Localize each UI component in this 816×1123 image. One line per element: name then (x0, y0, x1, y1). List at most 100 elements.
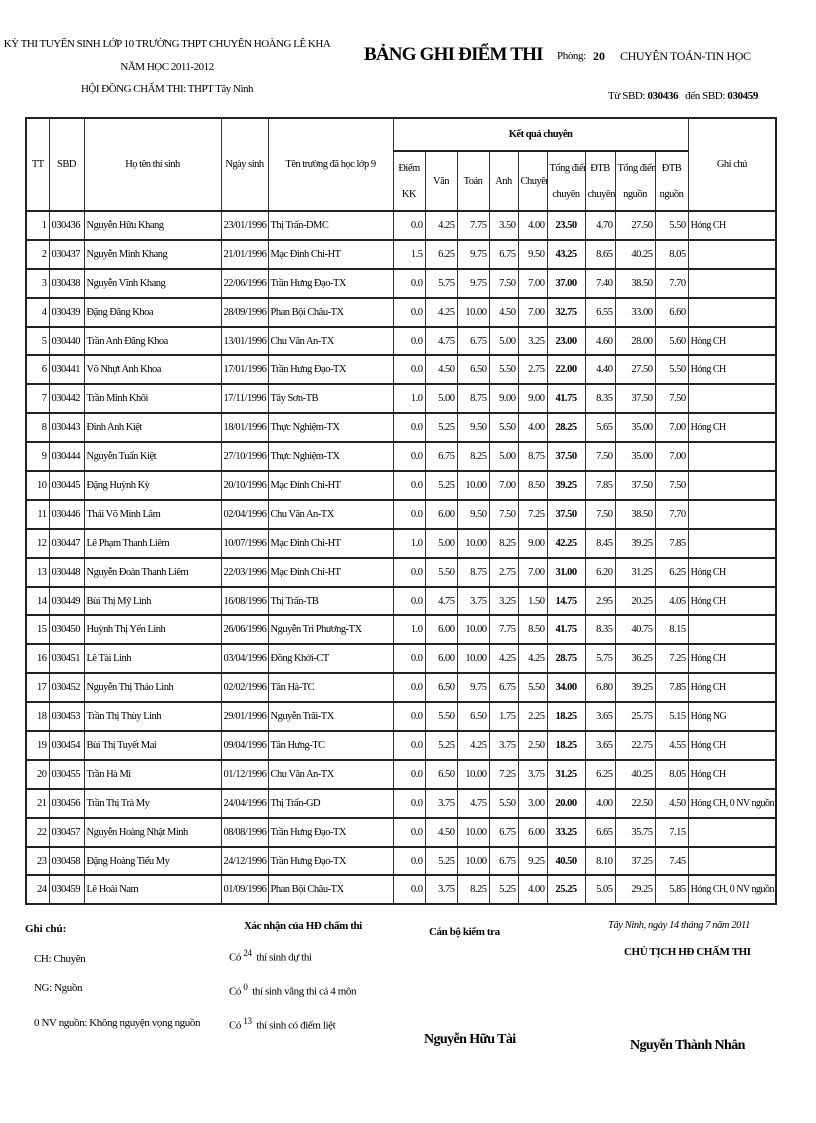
cell-dob: 16/08/1996 (220, 585, 269, 616)
cell-school: Phan Bội Châu-TX (267, 296, 394, 328)
cell-van: 6.00 (424, 643, 458, 674)
count-failing: 13 (243, 1016, 252, 1026)
cell-sbd: 030447 (48, 527, 85, 559)
col-total-chuyen: Tổng điểmchuyên (546, 150, 586, 212)
cell-name: Võ Nhựt Anh Khoa (83, 354, 222, 385)
cell-chuyen: 6.00 (517, 816, 548, 848)
chair-title: CHỦ TỊCH HĐ CHẤM THI (624, 946, 751, 958)
cell-avg-nguon: 7.70 (654, 267, 689, 299)
cell-note: Hỏng CH (687, 325, 777, 356)
cell-anh: 5.50 (488, 787, 519, 819)
cell-avg-nguon: 8.15 (654, 614, 689, 645)
cell-kk: 0.0 (392, 441, 426, 472)
cell-avg-chuyen: 7.40 (584, 267, 616, 299)
col-anh: Anh (488, 150, 519, 212)
cell-avg-nguon: 6.60 (654, 296, 689, 328)
cell-note (687, 614, 777, 645)
cell-chuyen: 9.25 (517, 845, 548, 876)
checker-title: Cán bộ kiểm tra (429, 926, 500, 938)
cell-dob: 26/06/1996 (220, 614, 269, 645)
cell-sbd: 030457 (48, 816, 85, 848)
cell-sbd: 030445 (48, 470, 85, 501)
cell-chuyen: 1.50 (517, 585, 548, 616)
cell-total-chuyen: 25.25 (546, 874, 586, 905)
cell-toan: 4.75 (456, 787, 490, 819)
cell-toan: 8.75 (456, 556, 490, 588)
cell-sbd: 030456 (48, 787, 85, 819)
cell-school: Mạc Đỉnh Chi-HT (267, 556, 394, 588)
cell-toan: 6.50 (456, 701, 490, 732)
cell-anh: 4.50 (488, 296, 519, 328)
cell-van: 6.50 (424, 672, 458, 703)
cell-toan: 9.75 (456, 672, 490, 703)
cell-van: 4.50 (424, 816, 458, 848)
cell-avg-chuyen: 7.85 (584, 470, 616, 501)
cell-school: Chu Văn An-TX (267, 498, 394, 530)
cell-van: 5.50 (424, 556, 458, 588)
cell-chuyen: 2.75 (517, 354, 548, 385)
grading-council: HỘI ĐỒNG CHẤM THI: THPT Tây Ninh (80, 83, 254, 95)
cell-tt: 20 (25, 758, 50, 790)
cell-anh: 7.50 (488, 498, 519, 530)
cell-total-nguon: 35.00 (614, 441, 656, 472)
cell-kk: 0.0 (392, 470, 426, 501)
cell-avg-chuyen: 5.05 (584, 874, 616, 905)
cell-total-nguon: 37.50 (614, 383, 656, 414)
cell-avg-chuyen: 8.45 (584, 527, 616, 559)
cell-total-chuyen: 31.00 (546, 556, 586, 588)
cell-avg-nguon: 7.45 (654, 845, 689, 876)
cell-dob: 02/02/1996 (220, 672, 269, 703)
cell-anh: 5.25 (488, 874, 519, 905)
cell-school: Thị Trấn-DMC (267, 210, 394, 241)
table-row: 11 030446 Thái Võ Minh Lâm 02/04/1996 Chu Vă… (25, 498, 777, 530)
table-row: 20 030455 Trần Hà Mi 01/12/1996 Chu Văn An-T… (25, 758, 777, 790)
cell-anh: 1.75 (488, 701, 519, 732)
cell-anh: 7.75 (488, 614, 519, 645)
cell-sbd: 030438 (48, 267, 85, 299)
exam-title: KỲ THI TUYỂN SINH LỚP 10 TRƯỜNG THPT CHU… (3, 38, 331, 50)
cell-anh: 2.75 (488, 556, 519, 588)
cell-anh: 6.75 (488, 816, 519, 848)
cell-van: 5.50 (424, 701, 458, 732)
cell-avg-chuyen: 4.00 (584, 787, 616, 819)
cell-tt: 23 (25, 845, 50, 876)
cell-toan: 10.00 (456, 758, 490, 790)
cell-chuyen: 3.00 (517, 787, 548, 819)
cell-total-chuyen: 22.00 (546, 354, 586, 385)
cell-sbd: 030441 (48, 354, 85, 385)
cell-van: 3.75 (424, 874, 458, 905)
cell-chuyen: 7.25 (517, 498, 548, 530)
cell-avg-nguon: 7.15 (654, 816, 689, 848)
cell-tt: 18 (25, 701, 50, 732)
cell-avg-chuyen: 4.60 (584, 325, 616, 356)
cell-name: Nguyễn Đoàn Thanh Liêm (83, 556, 222, 588)
cell-total-nguon: 27.50 (614, 210, 656, 241)
cell-total-chuyen: 28.75 (546, 643, 586, 674)
table-row: 16 030451 Lê Tài Linh 03/04/1996 Đồng Khởi-C… (25, 643, 777, 674)
cell-total-nguon: 40.25 (614, 758, 656, 790)
table-row: 21 030456 Trần Thị Trà My 24/04/1996 Thị Trấ… (25, 787, 777, 819)
room-number: 20 (593, 49, 605, 63)
cell-note (687, 816, 777, 848)
cell-total-chuyen: 33.25 (546, 816, 586, 848)
cell-tt: 13 (25, 556, 50, 588)
cell-name: Bùi Thị Mỹ Linh (83, 585, 222, 616)
cell-note (687, 383, 777, 414)
cell-dob: 28/09/1996 (220, 296, 269, 328)
cell-school: Trần Hưng Đạo-TX (267, 845, 394, 876)
cell-tt: 8 (25, 412, 50, 443)
cell-kk: 0.0 (392, 585, 426, 616)
cell-total-chuyen: 23.00 (546, 325, 586, 356)
cell-note: Hỏng CH (687, 412, 777, 443)
cell-avg-nguon: 7.70 (654, 498, 689, 530)
cell-chuyen: 8.75 (517, 441, 548, 472)
cell-anh: 5.00 (488, 325, 519, 356)
cell-avg-nguon: 8.05 (654, 758, 689, 790)
col-avg-chuyen: ĐTB chuyên (584, 150, 616, 212)
cell-total-nguon: 39.25 (614, 672, 656, 703)
cell-toan: 10.00 (456, 845, 490, 876)
cell-dob: 22/06/1996 (220, 267, 269, 299)
cell-toan: 3.75 (456, 585, 490, 616)
cell-name: Huỳnh Thị Yến Linh (83, 614, 222, 645)
cell-van: 5.00 (424, 383, 458, 414)
